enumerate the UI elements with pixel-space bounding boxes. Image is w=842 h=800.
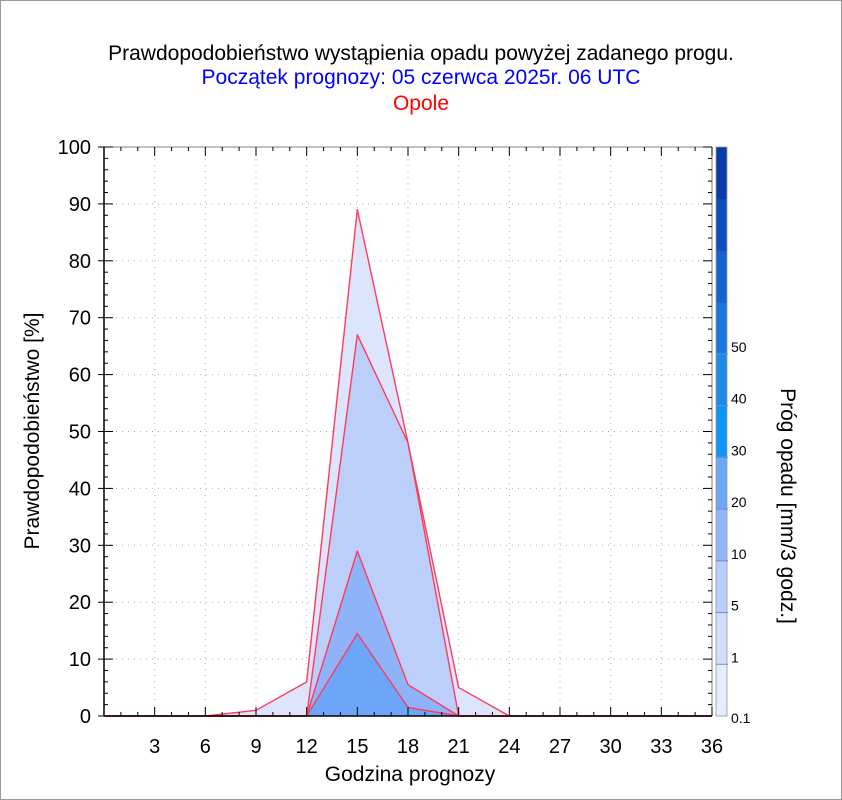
colorbar-segment (716, 147, 727, 200)
y-tick-label: 20 (69, 592, 91, 614)
x-tick-label: 3 (149, 736, 160, 758)
y-tick-label: 0 (80, 706, 91, 728)
x-axis-ticks: 3 6 9 12 15 18 21 24 27 30 33 36 (120, 147, 723, 758)
y-tick-label: 30 (69, 535, 91, 557)
colorbar-segment (716, 405, 727, 458)
x-axis-label: Godzina prognozy (325, 763, 496, 786)
x-tick-label: 15 (346, 736, 368, 758)
chart-title: Prawdopodobieństwo wystąpienia opadu pow… (108, 42, 734, 65)
y-tick-label: 80 (69, 251, 91, 273)
x-tick-label: 12 (296, 736, 318, 758)
series-areas (104, 209, 712, 716)
colorbar-segment (716, 612, 727, 665)
x-tick-label: 27 (549, 736, 571, 758)
location-name: Opole (392, 92, 450, 115)
colorbar: 0.1 1 5 10 20 30 40 50 (715, 146, 751, 726)
y-axis-ticks: 0 10 20 30 40 50 60 70 80 90 100 (58, 137, 712, 728)
colorbar-segment (716, 457, 727, 510)
colorbar-segment (716, 198, 727, 251)
colorbar-segment (716, 250, 727, 303)
colorbar-tick-label: 10 (731, 546, 747, 562)
y-tick-label: 10 (69, 649, 91, 671)
y-tick-label: 90 (69, 194, 91, 216)
x-tick-label: 36 (701, 736, 723, 758)
colorbar-segment (716, 664, 727, 717)
forecast-start-subtitle: Początek prognozy: 05 czerwca 2025r. 06 … (201, 66, 641, 89)
x-tick-label: 30 (600, 736, 622, 758)
x-tick-label: 18 (397, 736, 419, 758)
colorbar-tick-label: 40 (731, 391, 747, 407)
colorbar-tick-label: 50 (731, 339, 747, 355)
x-tick-label: 33 (650, 736, 672, 758)
colorbar-tick-label: 1 (731, 649, 739, 665)
x-tick-label: 9 (250, 736, 261, 758)
colorbar-tick-label: 30 (731, 442, 747, 458)
y-axis-label: Prawdopodobieństwo [%] (21, 313, 44, 550)
colorbar-label: Próg opadu [mm/3 godz.] (776, 388, 799, 624)
colorbar-tick-label: 0.1 (731, 710, 751, 726)
colorbar-segment (716, 509, 727, 562)
colorbar-segment (716, 302, 727, 355)
y-tick-label: 60 (69, 365, 91, 387)
area-threshold-1 (104, 334, 712, 716)
colorbar-border (715, 146, 728, 717)
y-tick-label: 70 (69, 308, 91, 330)
colorbar-tick-label: 20 (731, 494, 747, 510)
x-tick-label: 6 (200, 736, 211, 758)
x-tick-label: 24 (498, 736, 520, 758)
y-tick-label: 50 (69, 422, 91, 444)
colorbar-segment (716, 560, 727, 614)
y-tick-label: 100 (58, 137, 91, 159)
colorbar-tick-label: 5 (731, 598, 739, 614)
colorbar-segment (716, 353, 727, 407)
y-tick-label: 40 (69, 478, 91, 500)
x-tick-label: 21 (448, 736, 470, 758)
